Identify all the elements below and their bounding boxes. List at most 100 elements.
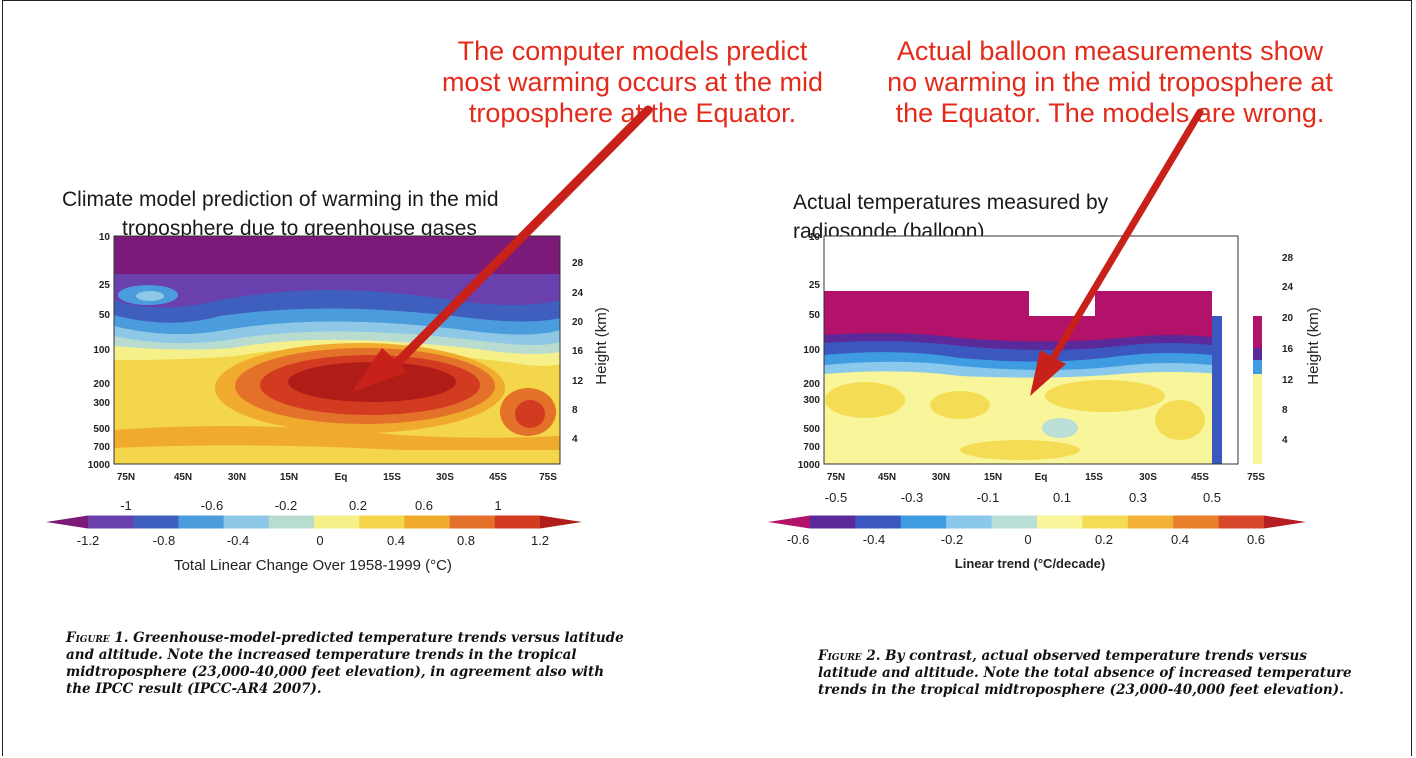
left-y-axis: 10 25 50 100 200 300 500 700 1000 [88, 232, 111, 471]
height-tick: 12 [1282, 375, 1294, 386]
colorbar-label: 0.6 [1247, 532, 1265, 547]
left-colorbar-title: Total Linear Change Over 1958-1999 (°C) [174, 557, 452, 574]
height-tick: 16 [572, 346, 584, 357]
y-tick: 700 [93, 442, 110, 453]
colorbar-extend-low [46, 515, 88, 529]
y-tick: 10 [809, 232, 821, 243]
x-tick: 30S [436, 472, 454, 483]
right-colorbar [768, 515, 1306, 529]
colorbar-segment [946, 515, 993, 529]
title-line: Actual temperatures measured by [793, 191, 1109, 214]
colorbar-label: -1 [120, 498, 132, 513]
colorbar-label: 0.5 [1203, 490, 1221, 505]
colorbar-segment [494, 515, 541, 529]
colorbar-segment [1082, 515, 1129, 529]
colorbar-label: -0.2 [941, 532, 963, 547]
annotation-line: no warming in the mid troposphere at [887, 67, 1333, 97]
colorbar-segment [810, 515, 856, 529]
y-tick: 1000 [88, 460, 111, 471]
height-tick: 20 [1282, 313, 1294, 324]
x-tick: 15S [1085, 472, 1103, 483]
annotation-line: the Equator. The models are wrong. [895, 98, 1325, 128]
height-tick: 12 [572, 376, 584, 387]
colorbar-segment [991, 515, 1038, 529]
colorbar-segment [1127, 515, 1174, 529]
x-tick: 45S [489, 472, 507, 483]
annotation-balloons: Actual balloon measurements show no warm… [850, 36, 1370, 129]
left-y-right-axis: 28 24 20 16 12 8 4 Height (km) [572, 258, 610, 445]
colorbar-label: 0.4 [387, 533, 405, 548]
colorbar-label: -0.2 [275, 498, 297, 513]
right-colorbar-top-labels: -0.5 -0.3 -0.1 0.1 0.3 0.5 [825, 490, 1221, 505]
height-tick: 20 [572, 317, 584, 328]
colorbar-segment [1037, 515, 1083, 529]
figure-1-caption: Figure 1. Greenhouse-model-predicted tem… [66, 630, 626, 698]
colorbar-label: 0.4 [1171, 532, 1189, 547]
y-tick: 100 [803, 345, 820, 356]
arrow-left [352, 105, 653, 392]
colorbar-label: -0.6 [201, 498, 223, 513]
x-tick: 15N [280, 472, 298, 483]
left-colorbar-bottom-labels: -1.2 -0.8 -0.4 0 0.4 0.8 1.2 [77, 533, 549, 548]
colorbar-label: 0.2 [349, 498, 367, 513]
colorbar-label: -0.1 [977, 490, 999, 505]
colorbar-segment [449, 515, 496, 529]
colorbar-segment [133, 515, 179, 529]
right-y-right-axis: 28 24 20 16 12 8 4 Height (km) [1282, 253, 1322, 446]
colorbar-segment [223, 515, 270, 529]
right-colorbar-title: Linear trend (°C/decade) [955, 556, 1105, 571]
height-tick: 24 [1282, 282, 1294, 293]
x-tick: 75N [827, 472, 845, 483]
y-tick: 50 [99, 310, 111, 321]
y-tick: 200 [803, 379, 820, 390]
colorbar-segment [900, 515, 947, 529]
x-tick: 30S [1139, 472, 1157, 483]
y-tick: 25 [809, 280, 821, 291]
y-tick: 200 [93, 379, 110, 390]
height-tick: 24 [572, 288, 584, 299]
height-label: Height (km) [1305, 307, 1322, 385]
colorbar-label: -0.8 [153, 533, 175, 548]
colorbar-extend-high [1264, 515, 1306, 529]
colorbar-segment [404, 515, 451, 529]
colorbar-label: -0.3 [901, 490, 923, 505]
colorbar-label: 0.8 [457, 533, 475, 548]
colorbar-label: -0.5 [825, 490, 847, 505]
right-75s-column [1253, 316, 1262, 464]
colorbar-segment [359, 515, 405, 529]
height-tick: 28 [1282, 253, 1294, 264]
colorbar-segment [178, 515, 225, 529]
right-x-axis: 75N 45N 30N 15N Eq 15S 30S 45S 75S [827, 472, 1265, 483]
colorbar-label: -1.2 [77, 533, 99, 548]
colorbar-label: -0.4 [227, 533, 249, 548]
y-tick: 700 [803, 442, 820, 453]
colorbar-extend-low [768, 515, 810, 529]
colorbar-label: 0.6 [415, 498, 433, 513]
title-line: Climate model prediction of warming in t… [62, 188, 499, 211]
caption-label: Figure 2. [818, 648, 881, 664]
caption-text: By contrast, actual observed temperature… [818, 648, 1352, 698]
y-tick: 1000 [798, 460, 821, 471]
y-tick: 300 [93, 398, 110, 409]
y-tick: 500 [93, 424, 110, 435]
annotation-models: The computer models predict most warming… [405, 36, 860, 129]
height-tick: 8 [1282, 405, 1288, 416]
x-tick: 15S [383, 472, 401, 483]
colorbar-segment [1218, 515, 1265, 529]
colorbar-label: 1 [494, 498, 501, 513]
height-tick: 16 [1282, 344, 1294, 355]
height-tick: 4 [1282, 435, 1288, 446]
figure-2-caption: Figure 2. By contrast, actual observed t… [818, 648, 1358, 699]
annotation-line: The computer models predict [457, 36, 808, 66]
x-tick: 30N [932, 472, 950, 483]
y-tick: 50 [809, 310, 821, 321]
y-tick: 10 [99, 232, 111, 243]
left-chart-title: Climate model prediction of warming in t… [62, 185, 582, 243]
colorbar-label: 1.2 [531, 533, 549, 548]
colorbar-label: 0 [316, 533, 323, 548]
colorbar-segment [1173, 515, 1220, 529]
left-colorbar [46, 515, 582, 529]
height-tick: 8 [572, 405, 578, 416]
